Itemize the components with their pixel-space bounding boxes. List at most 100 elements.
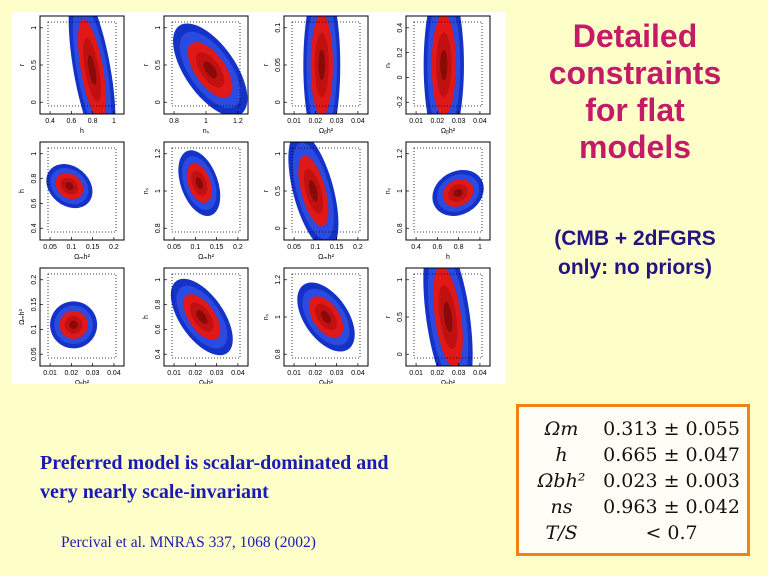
y-tick-label: 0.5 — [155, 60, 162, 70]
subplot-frame — [39, 141, 125, 241]
contour-level — [87, 54, 97, 85]
x-tick-label: 0.05 — [43, 244, 57, 251]
y-tick-label: 1.2 — [397, 149, 404, 159]
prior-boundary — [413, 273, 483, 359]
param-value: < 0.7 — [645, 522, 698, 544]
x-tick-label: 0.02 — [309, 370, 323, 377]
x-axis-label: Ωᵦh² — [319, 128, 334, 135]
y-tick-label: 0 — [275, 226, 282, 230]
x-tick-label: 0.02 — [189, 370, 203, 377]
y-tick-label: 0.8 — [31, 174, 38, 184]
contour-group — [432, 169, 484, 216]
y-tick-label: 0.4 — [155, 349, 162, 359]
x-tick-label: 0.15 — [86, 244, 100, 251]
subplot-panel: 0.05 0.1 0.15 0.2 Ωₘh² 0.4 0.6 0.8 1 h — [19, 141, 125, 261]
contour-level — [203, 61, 217, 79]
x-tick-label: 0.03 — [330, 118, 344, 125]
y-axis-label: nₛ — [263, 313, 270, 320]
prior-boundary — [291, 147, 361, 233]
title-line: for flat — [585, 92, 685, 128]
y-tick-label: 0.6 — [31, 198, 38, 208]
contour-level — [440, 49, 448, 81]
y-tick-label: 1 — [275, 152, 282, 156]
param-name: T/S — [545, 522, 578, 544]
x-tick-label: 0.1 — [190, 244, 200, 251]
y-tick-label: 1 — [155, 26, 162, 30]
y-axis-label: r — [385, 315, 392, 318]
x-tick-label: 1 — [204, 118, 208, 125]
x-tick-label: 0.6 — [66, 118, 76, 125]
citation: Percival et al. MNRAS 337, 1068 (2002) — [61, 534, 316, 551]
y-tick-label: 0.8 — [397, 223, 404, 233]
param-name: ns — [550, 496, 573, 518]
y-tick-label: 1 — [397, 278, 404, 282]
prior-boundary — [171, 147, 241, 233]
x-tick-label: 0.03 — [86, 370, 100, 377]
y-axis-label: r — [263, 189, 270, 192]
y-tick-label: 0.15 — [31, 298, 38, 312]
x-tick-label: 1 — [112, 118, 116, 125]
prior-boundary — [291, 21, 361, 107]
y-tick-label: 1 — [397, 189, 404, 193]
y-tick-label: 0.8 — [155, 223, 162, 233]
subplot-panel: 0.01 0.02 0.03 0.04 Ωᵦh² 0.8 1 1.2 nₛ — [263, 267, 369, 384]
x-axis-label: h — [80, 128, 84, 135]
param-name: h — [555, 444, 568, 466]
contour-plot-grid: 0.4 0.6 0.8 1 h 0 0.5 1 r 0.8 1 1.2 nₛ 0 0.5 1 r 0.01 0.02… — [12, 12, 506, 384]
y-tick-label: 1 — [155, 189, 162, 193]
x-tick-label: 0.03 — [330, 370, 344, 377]
subplot-panel: 0.01 0.02 0.03 0.04 Ωᵦh² 0 0.5 1 r — [385, 267, 491, 384]
contour-level — [69, 320, 78, 330]
prior-boundary — [47, 21, 117, 107]
y-tick-label: 0 — [397, 75, 404, 79]
x-tick-label: 0.2 — [109, 244, 119, 251]
subtitle-line: only: no priors) — [558, 256, 712, 279]
subplot-panel: 0.05 0.1 0.15 0.2 Ωₘh² 0.8 1 1.2 nₛ — [143, 141, 249, 261]
preferred-line: very nearly scale-invariant — [40, 481, 269, 503]
y-tick-label: 1 — [275, 315, 282, 319]
x-tick-label: 0.04 — [351, 118, 365, 125]
contour-group — [297, 282, 355, 352]
x-axis-label: Ωₘh² — [74, 254, 90, 261]
y-axis-label: h — [19, 189, 26, 193]
preferred-line: Preferred model is scalar-dominated and — [40, 452, 389, 474]
contour-group — [423, 16, 464, 114]
result-row: h 0.665 ± 0.047 — [527, 442, 747, 468]
contour-plot-svg: 0.4 0.6 0.8 1 h 0 0.5 1 r 0.8 1 1.2 nₛ 0 0.5 1 r 0.01 0.02… — [19, 15, 491, 384]
contour-group — [423, 268, 473, 366]
contour-level — [320, 310, 332, 324]
contour-group — [173, 23, 248, 114]
subplot-panel: 0.01 0.02 0.03 0.04 Ωᵦh² 0 0.05 0.1 r — [263, 15, 369, 135]
y-tick-label: 0.05 — [275, 58, 282, 72]
y-tick-label: 0.5 — [275, 186, 282, 196]
param-value: 0.963 ± 0.042 — [603, 496, 740, 518]
x-tick-label: 0.05 — [287, 244, 301, 251]
prior-boundary — [47, 147, 117, 233]
contour-group — [68, 16, 116, 114]
y-tick-label: 0.4 — [31, 223, 38, 233]
title-line: constraints — [548, 55, 722, 91]
x-tick-label: 0.15 — [330, 244, 344, 251]
contour-group — [303, 16, 341, 114]
y-tick-label: 0.5 — [31, 60, 38, 70]
results-table: Ωm 0.313 ± 0.055 h 0.665 ± 0.047 Ωbh² 0.… — [527, 416, 747, 546]
y-tick-label: 1 — [31, 152, 38, 156]
contour-level — [453, 188, 463, 198]
prior-boundary — [413, 147, 483, 233]
x-axis-label: nₛ — [203, 128, 210, 135]
prior-boundary — [413, 21, 483, 107]
x-tick-label: 0.2 — [353, 244, 363, 251]
y-tick-label: 0.8 — [155, 300, 162, 310]
x-tick-label: 0.02 — [431, 118, 445, 125]
param-value: 0.023 ± 0.003 — [603, 470, 740, 492]
x-tick-label: 0.04 — [473, 370, 487, 377]
x-tick-label: 0.01 — [409, 370, 423, 377]
contour-group — [170, 278, 233, 356]
slide-title: Detailed constraints for flat models — [522, 18, 748, 166]
contour-level — [308, 180, 318, 202]
y-tick-label: 0.4 — [397, 23, 404, 33]
x-tick-label: 0.04 — [231, 370, 245, 377]
y-tick-label: 0 — [31, 100, 38, 104]
x-tick-label: 0.02 — [65, 370, 79, 377]
x-tick-label: 0.03 — [452, 370, 466, 377]
